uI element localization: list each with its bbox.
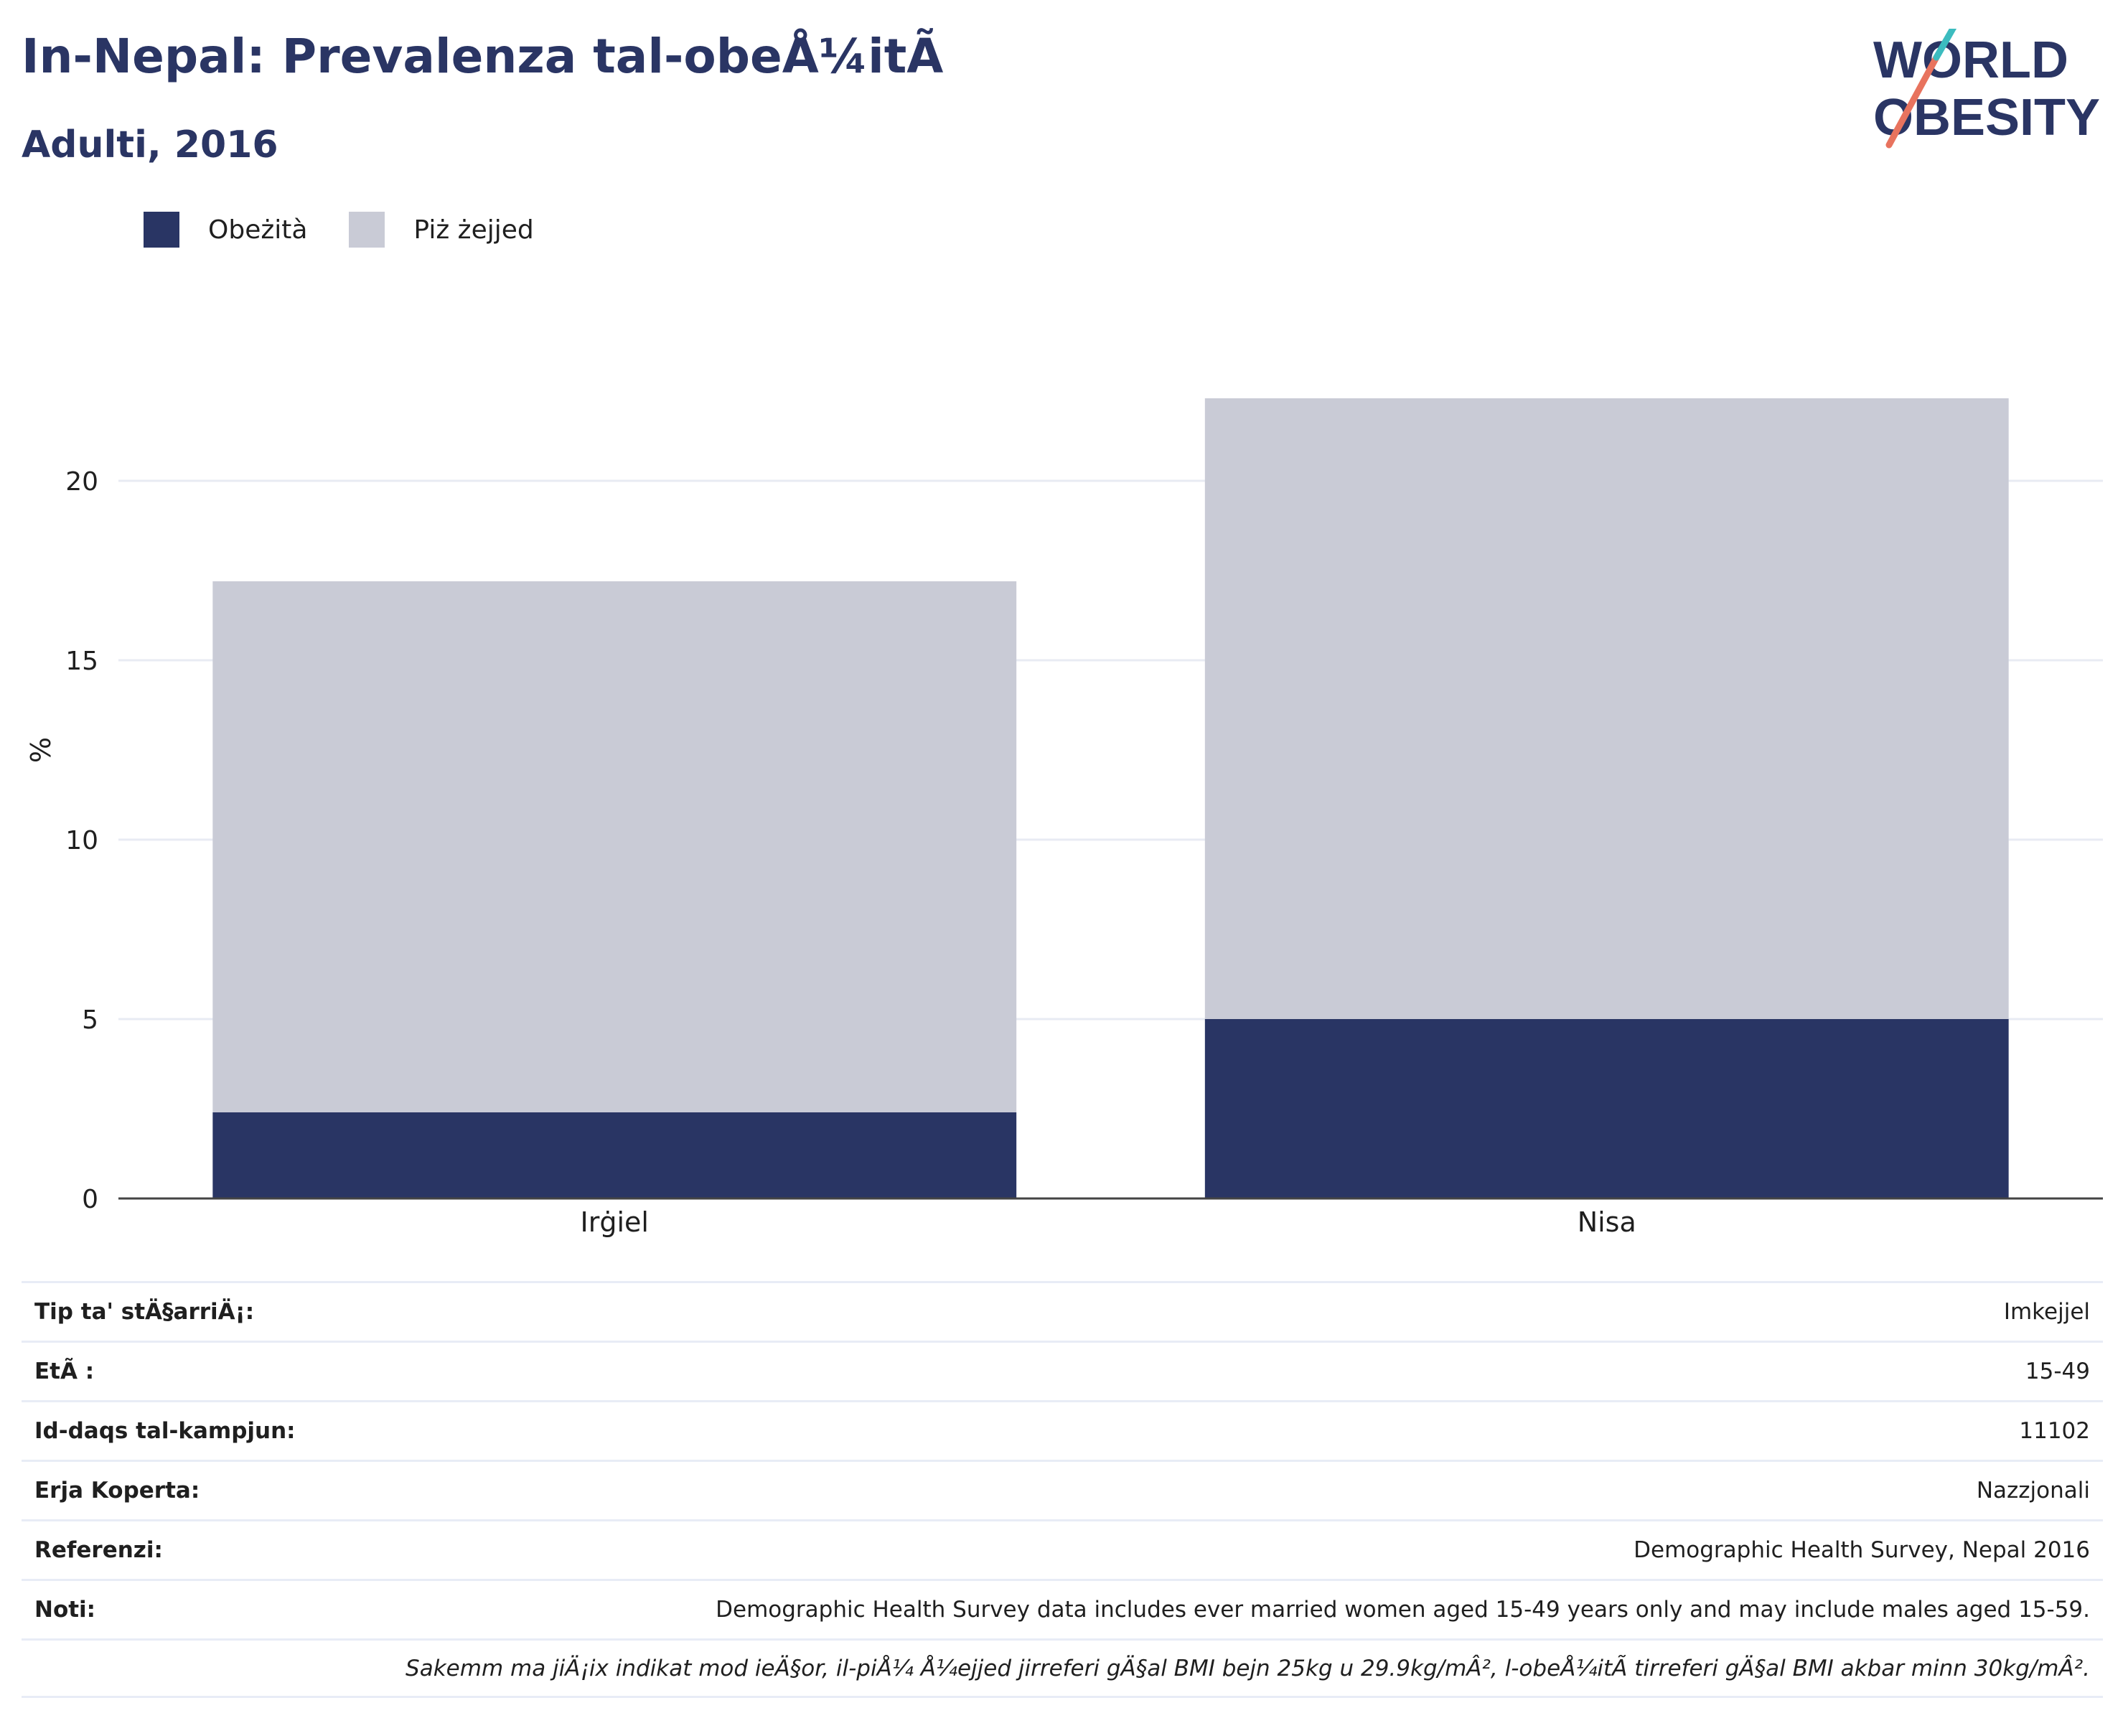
info-row-references: Referenzi: Demographic Health Survey, Ne… — [22, 1519, 2103, 1579]
x-tick-label: Irġiel — [581, 1206, 649, 1238]
world-obesity-logo: WORLD OBESITY — [1873, 29, 2100, 149]
info-row-area-covered: Erja Koperta: Nazzjonali — [22, 1460, 2103, 1519]
y-tick-label: 0 — [82, 1185, 98, 1214]
legend-swatch-obesity — [144, 212, 179, 248]
bar-obesity-1 — [1204, 1019, 2009, 1198]
y-tick-label: 15 — [65, 647, 98, 676]
footnote-text: Sakemm ma jiÄ¡ix indikat mod ieÄ§or, il-… — [406, 1655, 2090, 1681]
stacked-bar-chart: 0 5 10 15 20% Irġiel Nisa — [25, 398, 2103, 1238]
y-tick-label: 20 — [65, 467, 98, 497]
info-value: Imkejjel — [2003, 1299, 2090, 1325]
info-row-survey-type: Tip ta' stÄ§arriÄ¡: Imkejjel — [22, 1281, 2103, 1341]
info-label: Noti: — [34, 1597, 96, 1623]
legend-label-obesity: Obeżità — [208, 215, 308, 245]
chart-legend: Obeżità Piż żejjed — [144, 212, 576, 248]
info-table: Tip ta' stÄ§arriÄ¡: Imkejjel EtÃ : 15-49… — [22, 1281, 2103, 1698]
chart-title: In-Nepal: Prevalenza tal-obeÅ¼itÃ — [22, 29, 944, 84]
legend-label-overweight: Piż żejjed — [413, 215, 534, 245]
info-label: Erja Koperta: — [34, 1478, 200, 1503]
bar-overweight-0 — [212, 581, 1017, 1112]
bar-obesity-0 — [212, 1112, 1017, 1198]
bar-overweight-1 — [1204, 398, 2009, 1019]
info-row-notes: Noti: Demographic Health Survey data inc… — [22, 1579, 2103, 1638]
info-label: Referenzi: — [34, 1537, 163, 1563]
y-axis-title: % — [25, 737, 57, 763]
x-tick-label: Nisa — [1578, 1206, 1636, 1238]
logo-slash-red — [1885, 54, 1940, 149]
info-label: Tip ta' stÄ§arriÄ¡: — [34, 1299, 255, 1325]
y-tick-label: 5 — [82, 1005, 98, 1035]
legend-item-obesity[interactable]: Obeżità — [144, 212, 307, 248]
info-row-sample-size: Id-daqs tal-kampjun: 11102 — [22, 1400, 2103, 1460]
info-row-footnote: Sakemm ma jiÄ¡ix indikat mod ieÄ§or, il-… — [22, 1638, 2103, 1698]
logo-slash-teal — [1933, 29, 1957, 61]
logo-text-world: WORLD — [1873, 32, 2068, 89]
info-value: Nazzjonali — [1976, 1478, 2090, 1503]
legend-item-overweight[interactable]: Piż żejjed — [349, 212, 534, 248]
legend-swatch-overweight — [349, 212, 385, 248]
chart-subtitle: Adulti, 2016 — [22, 123, 278, 166]
info-value: 11102 — [2019, 1418, 2090, 1444]
info-value: Demographic Health Survey data includes … — [716, 1597, 2090, 1623]
info-row-age: EtÃ : 15-49 — [22, 1341, 2103, 1400]
info-value: Demographic Health Survey, Nepal 2016 — [1634, 1537, 2090, 1563]
info-value: 15-49 — [2025, 1359, 2090, 1384]
info-label: Id-daqs tal-kampjun: — [34, 1418, 296, 1444]
y-tick-label: 10 — [65, 826, 98, 855]
info-label: EtÃ : — [34, 1359, 95, 1384]
